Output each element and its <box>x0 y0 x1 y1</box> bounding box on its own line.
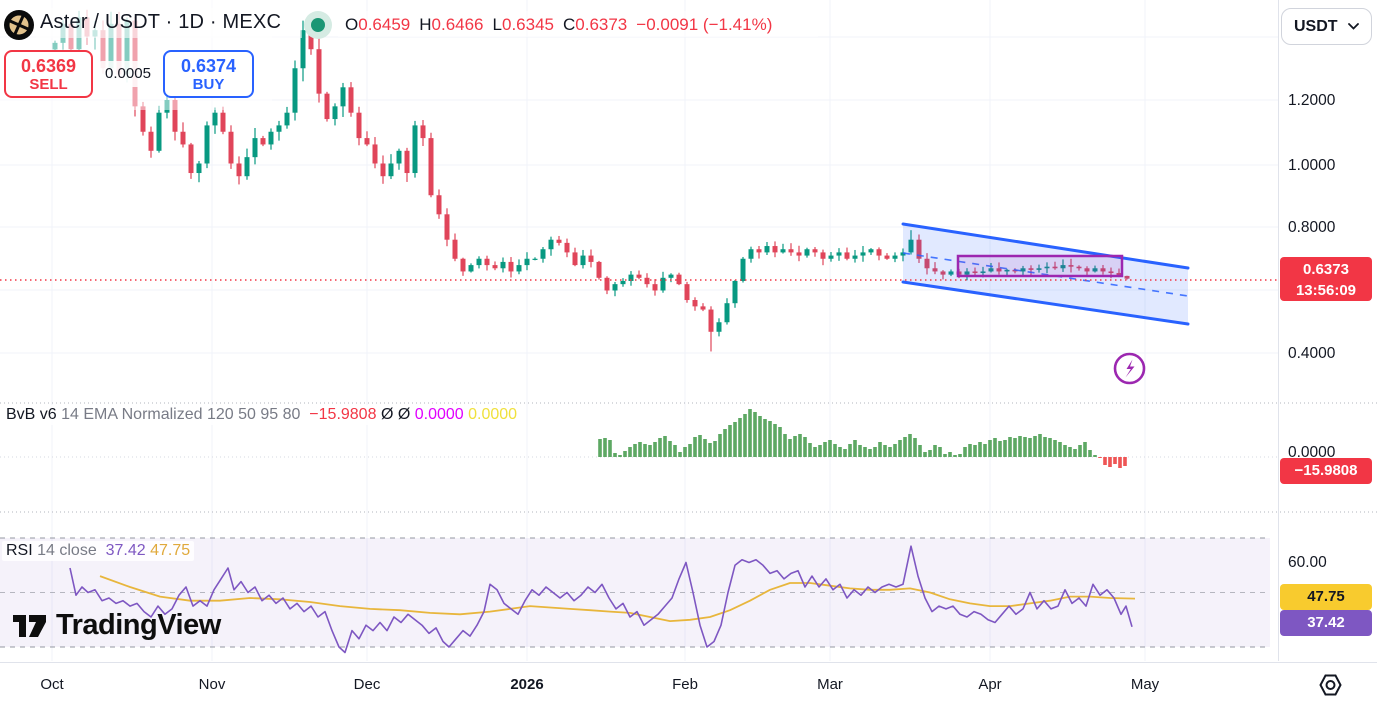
currency-selector[interactable]: USDT <box>1281 8 1372 45</box>
time-label: Dec <box>353 676 381 693</box>
change-value: −0.0091 (−1.41%) <box>636 15 773 34</box>
rsi-ma-badge: 47.75 <box>1280 584 1372 610</box>
sell-price: 0.6369 <box>20 56 77 76</box>
price-tick[interactable]: 0.8000 <box>1288 219 1336 236</box>
bvb-zero-tick[interactable]: 0.0000 <box>1288 444 1336 461</box>
rsi-legend[interactable]: RSI 14 close 37.42 47.75 <box>2 541 195 561</box>
bvb-params: 14 EMA Normalized 120 50 95 80 <box>61 406 301 423</box>
bvb-zero-magenta: 0.0000 <box>414 406 464 423</box>
time-label: Feb <box>672 676 698 693</box>
rsi-value: 37.42 <box>105 542 146 559</box>
currency-value: USDT <box>1294 17 1338 35</box>
aster-logo-icon[interactable] <box>4 10 34 40</box>
bvb-title: BvB v6 <box>6 406 57 423</box>
tradingview-watermark-text: TradingView <box>56 609 221 641</box>
high-value: 0.6466 <box>431 15 484 34</box>
low-value: 0.6345 <box>501 15 554 34</box>
open-value: 0.6459 <box>358 15 411 34</box>
rsi-ma-line <box>99 575 1136 622</box>
bvb-legend[interactable]: BvB v6 14 EMA Normalized 120 50 95 80 −1… <box>2 405 522 425</box>
descending-channel-drawing[interactable] <box>901 222 1190 326</box>
close-value: 0.6373 <box>575 15 628 34</box>
ohlc-values: O0.6459 H0.6466 L0.6345 C0.6373 −0.0091 (−1.… <box>345 15 772 35</box>
lightning-bolt-icon[interactable] <box>1113 352 1146 385</box>
chevron-down-icon <box>1348 23 1359 30</box>
time-label: Nov <box>198 676 226 693</box>
close-label: C <box>562 15 576 34</box>
last-price-badge: 0.6373 13:56:09 <box>1280 257 1372 301</box>
bvb-histogram-series <box>598 409 1127 468</box>
tradingview-watermark[interactable]: TradingView <box>12 609 221 642</box>
rsi-60-tick[interactable]: 60.00 <box>1288 554 1327 571</box>
symbol-title[interactable]: Aster / USDT · 1D · MEXC <box>40 11 282 33</box>
bvb-flags: Ø Ø <box>380 406 411 423</box>
time-label-year: 2026 <box>510 676 544 693</box>
buy-price: 0.6374 <box>180 56 237 76</box>
price-tick[interactable]: 1.2000 <box>1288 92 1336 109</box>
consolidation-box-drawing[interactable] <box>956 254 1124 278</box>
high-label: H <box>419 15 432 34</box>
spread-value: 0.0005 <box>98 61 158 87</box>
low-label: L <box>492 15 502 34</box>
rsi-ma-value: 47.75 <box>150 542 191 559</box>
time-label: Oct <box>40 676 64 693</box>
price-tick[interactable]: 0.4000 <box>1288 345 1336 362</box>
legend-backdrop <box>338 11 818 37</box>
rsi-value-badge: 37.42 <box>1280 610 1372 636</box>
buy-label: BUY <box>192 76 225 93</box>
time-label: Mar <box>817 676 843 693</box>
time-label: May <box>1130 676 1160 693</box>
price-tick[interactable]: 1.0000 <box>1288 157 1336 174</box>
sell-label: SELL <box>29 76 68 93</box>
rsi-params: 14 close <box>37 542 97 559</box>
tradingview-logo-icon <box>13 614 46 637</box>
last-price: 0.6373 <box>1303 261 1349 278</box>
countdown-timer: 13:56:09 <box>1295 282 1357 299</box>
rsi-line <box>69 545 1133 654</box>
bvb-value: −15.9808 <box>309 406 377 423</box>
market-status-icon[interactable] <box>304 11 332 39</box>
bvb-value-badge: −15.9808 <box>1280 458 1372 484</box>
legend-backdrop <box>36 8 302 38</box>
bvb-zero-yellow: 0.0000 <box>468 406 518 423</box>
buy-button[interactable]: 0.6374 BUY <box>163 50 254 98</box>
sell-button[interactable]: 0.6369 SELL <box>4 50 93 98</box>
open-label: O <box>345 15 359 34</box>
time-label: Apr <box>978 676 1002 693</box>
rsi-title: RSI <box>6 542 33 559</box>
time-axis[interactable]: Oct Nov Dec 2026 Feb Mar Apr May <box>0 662 1377 706</box>
timezone-settings-icon[interactable] <box>1317 672 1344 698</box>
